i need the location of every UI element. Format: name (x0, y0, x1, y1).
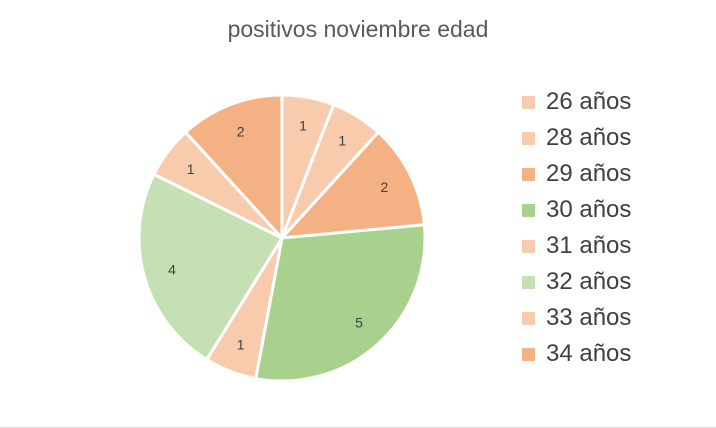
data-label-1: 1 (338, 133, 346, 149)
data-label-6: 1 (187, 161, 195, 177)
legend-item-1: 28 años (522, 120, 631, 156)
data-label-7: 2 (237, 123, 245, 139)
legend-label-4: 31 años (546, 232, 632, 259)
legend-swatch-7 (522, 347, 535, 361)
legend-label-6: 33 años (546, 304, 632, 331)
legend-swatch-0 (522, 95, 535, 109)
legend-item-2: 29 años (522, 156, 631, 192)
legend-label-2: 29 años (546, 160, 632, 187)
pie-slice-3 (254, 223, 427, 383)
data-label-2: 2 (381, 179, 389, 195)
legend-label-0: 26 años (546, 88, 632, 115)
legend-label-7: 34 años (546, 340, 632, 367)
legend-label-3: 30 años (546, 196, 632, 223)
legend-swatch-6 (522, 311, 535, 325)
pie-slice-2 (280, 130, 426, 240)
legend-item-5: 32 años (522, 264, 631, 300)
legend-swatch-3 (522, 203, 535, 217)
legend-item-4: 31 años (522, 228, 631, 264)
legend-swatch-2 (522, 167, 535, 181)
legend-item-7: 34 años (522, 336, 631, 372)
data-label-0: 1 (299, 118, 307, 134)
legend: 26 años 28 años 29 años 30 años 31 años 32 añ… (522, 84, 631, 372)
data-label-3: 5 (355, 315, 363, 331)
data-label-4: 1 (237, 337, 245, 353)
data-label-5: 4 (168, 261, 176, 277)
chart-title: positivos noviembre edad (227, 16, 489, 42)
legend-swatch-4 (522, 239, 535, 253)
legend-swatch-1 (522, 131, 535, 145)
legend-label-1: 28 años (546, 124, 632, 151)
legend-item-0: 26 años (522, 84, 631, 120)
legend-item-3: 30 años (522, 192, 631, 228)
legend-item-6: 33 años (522, 300, 631, 336)
pie-slice-7 (184, 93, 284, 240)
legend-label-5: 32 años (546, 268, 632, 295)
legend-swatch-5 (522, 275, 535, 289)
